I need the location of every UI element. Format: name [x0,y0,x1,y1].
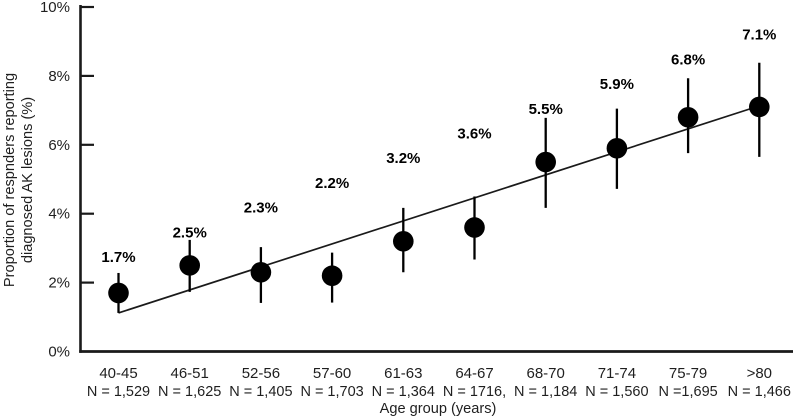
data-point [321,265,343,287]
x-axis-title: Age group (years) [380,401,497,417]
data-point-value-label: 1.7% [101,249,135,266]
y-axis-title-line1: Proportion of respnders reporting [2,73,18,287]
sample-size-label: N = 1,625 [158,384,221,400]
data-point-value-label: 7.1% [742,27,776,44]
data-point [250,261,272,283]
sample-size-label: N =1,695 [658,384,717,400]
data-point [179,255,200,276]
data-point-value-label: 5.5% [529,101,563,118]
data-point [677,106,699,128]
x-category-label: 57-60 [313,365,351,382]
sample-size-label: N = 1,703 [300,384,363,400]
x-category-label: 46-51 [171,365,209,382]
data-point [606,137,628,159]
data-point-value-label: 3.6% [457,126,491,143]
data-point [393,230,414,252]
data-point-value-label: 2.5% [173,224,207,241]
sample-size-label: N = 1,466 [728,384,791,400]
x-category-label: 40-45 [99,365,137,382]
x-category-label: >80 [747,365,772,382]
x-category-label: 71-74 [598,365,636,382]
y-axis-title-line2: diagnosed AK lesions (%) [20,97,36,263]
sample-size-label: N = 1,405 [229,384,292,400]
y-tick-label: 6% [48,137,70,154]
data-point-value-label: 2.3% [244,200,278,217]
sample-size-label: N = 1,560 [585,384,648,400]
sample-size-label: N = 1,364 [372,384,435,400]
data-point-value-label: 6.8% [671,51,705,68]
plot-area: 0% 2% 4% 6% 8% 10% 1.7% 40-45 N = 1,529 2.5% 46-51… [40,0,793,400]
data-point [535,151,556,173]
y-tick-label: 0% [48,344,70,361]
y-tick-label: 8% [48,68,70,85]
sample-size-label: N = 1,529 [87,384,150,400]
data-point [749,96,770,118]
data-point-value-label: 5.9% [600,76,634,93]
data-point [108,282,129,304]
data-point-value-label: 3.2% [386,150,420,167]
y-tick-label: 4% [48,206,70,223]
data-point-value-label: 2.2% [315,175,349,192]
x-category-label: 52-56 [242,365,280,382]
sample-size-label: N = 1716, [443,384,506,400]
trend-line [118,105,760,314]
sample-size-label: N = 1,184 [514,384,577,400]
x-category-label: 61-63 [384,365,422,382]
x-category-label: 68-70 [527,365,565,382]
y-tick-label: 10% [40,0,70,16]
data-point [464,217,485,238]
x-category-label: 75-79 [669,365,707,382]
x-category-label: 64-67 [455,365,493,382]
y-tick-label: 2% [48,275,70,292]
